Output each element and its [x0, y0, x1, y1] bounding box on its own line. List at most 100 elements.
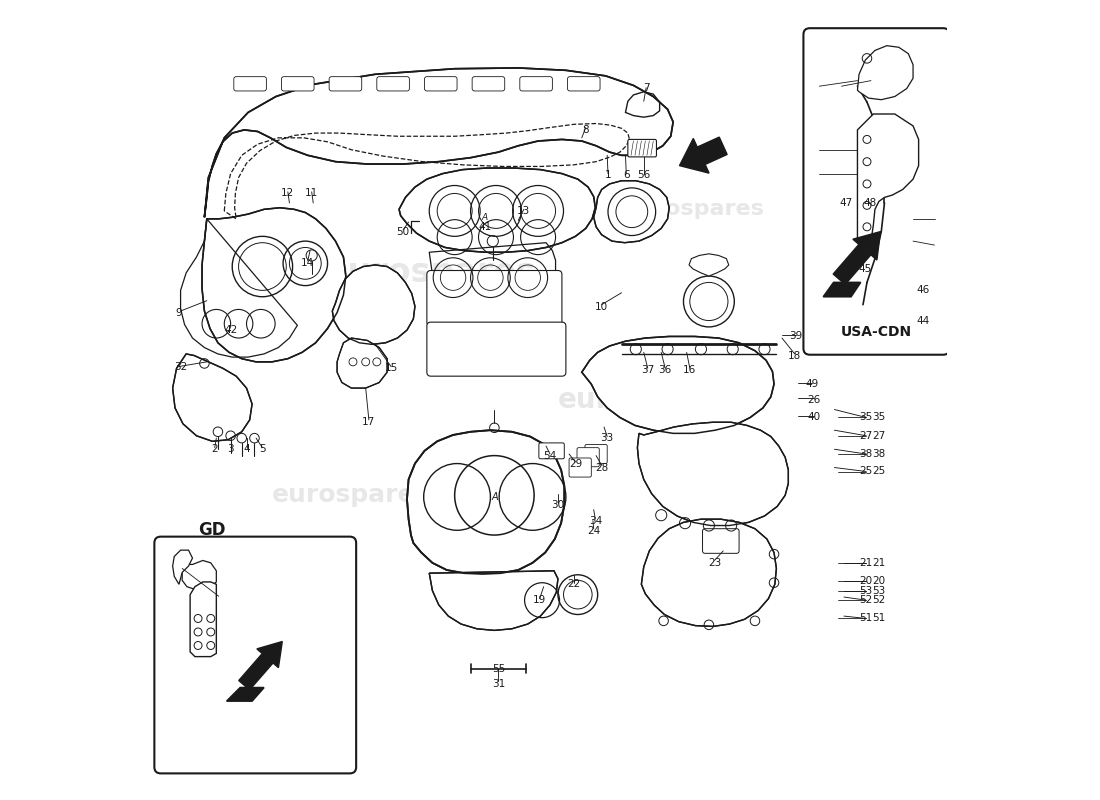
Text: 40: 40 [807, 413, 821, 422]
Text: 19: 19 [534, 595, 547, 605]
Polygon shape [582, 337, 774, 434]
FancyArrow shape [680, 137, 727, 173]
Polygon shape [190, 582, 217, 657]
Text: 53: 53 [859, 586, 872, 596]
Text: 1: 1 [605, 170, 612, 180]
Polygon shape [332, 265, 415, 344]
FancyBboxPatch shape [427, 270, 562, 326]
Polygon shape [202, 208, 345, 362]
FancyBboxPatch shape [628, 139, 657, 157]
Text: 31: 31 [492, 678, 505, 689]
Text: 49: 49 [805, 379, 818, 389]
Text: eurospares: eurospares [558, 386, 734, 414]
Text: 22: 22 [568, 579, 581, 590]
FancyBboxPatch shape [539, 443, 564, 458]
FancyArrow shape [239, 642, 283, 690]
Text: 20: 20 [859, 576, 872, 586]
Text: 45: 45 [858, 264, 871, 274]
Text: 44: 44 [916, 315, 930, 326]
Text: 21: 21 [859, 558, 872, 568]
Polygon shape [637, 422, 789, 526]
FancyBboxPatch shape [154, 537, 356, 774]
Text: 20: 20 [872, 576, 884, 586]
Polygon shape [205, 68, 673, 218]
Polygon shape [399, 168, 595, 252]
FancyBboxPatch shape [569, 458, 592, 477]
Circle shape [683, 276, 735, 327]
Text: eurospares: eurospares [623, 199, 763, 219]
FancyBboxPatch shape [425, 77, 458, 91]
Text: 4: 4 [243, 444, 250, 454]
Polygon shape [337, 338, 387, 388]
Text: 10: 10 [595, 302, 608, 312]
Text: 53: 53 [872, 586, 886, 596]
Text: 7: 7 [642, 82, 649, 93]
Text: 8: 8 [582, 125, 590, 135]
Text: eurospares: eurospares [273, 483, 430, 507]
Text: 37: 37 [641, 365, 654, 375]
Polygon shape [407, 430, 564, 574]
FancyBboxPatch shape [703, 529, 739, 554]
Text: A: A [482, 213, 488, 222]
Polygon shape [689, 254, 728, 276]
Text: 9: 9 [175, 308, 182, 318]
Text: 38: 38 [859, 449, 872, 459]
Text: 25: 25 [872, 466, 886, 477]
Polygon shape [823, 282, 860, 297]
Text: 18: 18 [788, 351, 801, 362]
Text: 54: 54 [543, 450, 557, 461]
Text: 43: 43 [858, 242, 871, 253]
FancyBboxPatch shape [329, 77, 362, 91]
Text: 48: 48 [864, 198, 877, 208]
Text: 28: 28 [595, 462, 608, 473]
Text: eurospares: eurospares [326, 256, 536, 290]
Polygon shape [858, 114, 918, 241]
Text: 34: 34 [588, 516, 602, 526]
Text: 6: 6 [623, 170, 629, 180]
Polygon shape [173, 550, 192, 584]
Text: 41: 41 [478, 222, 492, 232]
Text: 13: 13 [517, 206, 530, 216]
Text: 55: 55 [492, 663, 505, 674]
Text: 27: 27 [872, 430, 886, 441]
Polygon shape [858, 46, 913, 100]
Text: 27: 27 [859, 430, 872, 441]
Text: 12: 12 [282, 189, 295, 198]
Text: 26: 26 [807, 395, 821, 405]
Text: 25: 25 [859, 466, 872, 477]
Text: 23: 23 [707, 558, 722, 568]
FancyBboxPatch shape [568, 77, 601, 91]
Polygon shape [594, 181, 669, 242]
FancyBboxPatch shape [803, 28, 949, 354]
FancyBboxPatch shape [234, 77, 266, 91]
Polygon shape [227, 687, 264, 701]
FancyBboxPatch shape [282, 77, 315, 91]
Text: 39: 39 [790, 331, 803, 342]
Text: 50: 50 [396, 226, 409, 237]
Text: 15: 15 [385, 363, 398, 374]
Text: 56: 56 [637, 170, 650, 180]
FancyBboxPatch shape [578, 448, 600, 466]
Text: 21: 21 [872, 558, 886, 568]
Text: 51: 51 [859, 614, 872, 623]
Text: 32: 32 [174, 362, 187, 372]
Text: 35: 35 [859, 413, 872, 422]
Text: 46: 46 [916, 286, 930, 295]
Text: GD: GD [199, 521, 227, 539]
Text: 14: 14 [301, 258, 315, 268]
FancyArrow shape [833, 231, 880, 285]
Text: 16: 16 [683, 365, 696, 375]
FancyBboxPatch shape [472, 77, 505, 91]
Text: USA-CDN: USA-CDN [842, 325, 912, 339]
Text: 52: 52 [859, 595, 872, 605]
FancyBboxPatch shape [585, 445, 607, 463]
Text: 24: 24 [587, 526, 601, 536]
Text: 3: 3 [228, 444, 234, 454]
Polygon shape [641, 519, 777, 626]
Polygon shape [173, 354, 252, 442]
FancyBboxPatch shape [377, 77, 409, 91]
FancyBboxPatch shape [520, 77, 552, 91]
Text: 36: 36 [659, 365, 672, 375]
Polygon shape [183, 561, 217, 590]
Text: 35: 35 [872, 413, 886, 422]
